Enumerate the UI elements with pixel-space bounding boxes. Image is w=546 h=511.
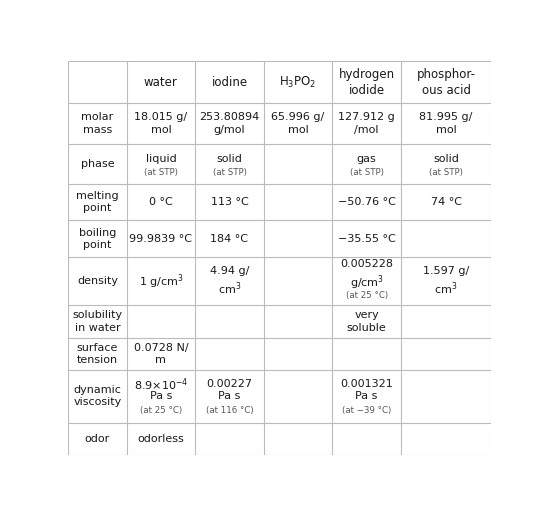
Text: gas: gas	[357, 154, 376, 165]
Text: solubility
in water: solubility in water	[73, 310, 122, 333]
Text: 127.912 g
/mol: 127.912 g /mol	[338, 112, 395, 135]
Text: density: density	[77, 276, 118, 286]
Text: (at STP): (at STP)	[349, 168, 383, 177]
Text: iodine: iodine	[211, 76, 247, 88]
Text: 0.00227
Pa s: 0.00227 Pa s	[206, 379, 252, 401]
Text: 253.80894
g/mol: 253.80894 g/mol	[199, 112, 259, 135]
Text: very
soluble: very soluble	[347, 310, 387, 333]
Text: liquid: liquid	[146, 154, 176, 165]
Text: 0.005228
g/cm$^3$: 0.005228 g/cm$^3$	[340, 259, 393, 292]
Text: odor: odor	[85, 434, 110, 444]
Text: 81.995 g/
mol: 81.995 g/ mol	[419, 112, 473, 135]
Text: solid: solid	[433, 154, 459, 165]
Text: 74 °C: 74 °C	[431, 197, 461, 207]
Text: 113 °C: 113 °C	[211, 197, 248, 207]
Text: 4.94 g/
cm$^3$: 4.94 g/ cm$^3$	[210, 266, 249, 296]
Text: 8.9$\times$10$^{-4}$: 8.9$\times$10$^{-4}$	[134, 376, 188, 393]
Text: phase: phase	[81, 159, 114, 169]
Text: 1 g/cm$^3$: 1 g/cm$^3$	[139, 272, 183, 291]
Text: 18.015 g/
mol: 18.015 g/ mol	[134, 112, 187, 135]
Text: (at 116 °C): (at 116 °C)	[206, 406, 253, 415]
Text: Pa s: Pa s	[150, 391, 172, 401]
Text: −50.76 °C: −50.76 °C	[337, 197, 395, 207]
Text: hydrogen
iodide: hydrogen iodide	[339, 67, 395, 97]
Text: odorless: odorless	[138, 434, 185, 444]
Text: phosphor-
ous acid: phosphor- ous acid	[417, 67, 476, 97]
Text: (at STP): (at STP)	[429, 168, 463, 177]
Text: (at 25 °C): (at 25 °C)	[346, 291, 388, 300]
Text: boiling
point: boiling point	[79, 227, 116, 250]
Text: (at 25 °C): (at 25 °C)	[140, 406, 182, 415]
Text: 0.0728 N/
m: 0.0728 N/ m	[134, 342, 188, 365]
Text: water: water	[144, 76, 178, 88]
Text: solid: solid	[217, 154, 242, 165]
Text: 184 °C: 184 °C	[210, 234, 248, 244]
Text: (at STP): (at STP)	[212, 168, 246, 177]
Text: 99.9839 °C: 99.9839 °C	[129, 234, 192, 244]
Text: surface
tension: surface tension	[77, 342, 118, 365]
Text: 1.597 g/
cm$^3$: 1.597 g/ cm$^3$	[423, 266, 469, 296]
Text: 65.996 g/
mol: 65.996 g/ mol	[271, 112, 325, 135]
Text: 0 °C: 0 °C	[149, 197, 173, 207]
Text: 0.001321
Pa s: 0.001321 Pa s	[340, 379, 393, 401]
Text: −35.55 °C: −35.55 °C	[337, 234, 395, 244]
Text: dynamic
viscosity: dynamic viscosity	[73, 385, 122, 407]
Text: (at STP): (at STP)	[144, 168, 178, 177]
Text: (at −39 °C): (at −39 °C)	[342, 406, 391, 415]
Text: melting
point: melting point	[76, 191, 119, 214]
Text: H$_3$PO$_2$: H$_3$PO$_2$	[280, 75, 317, 89]
Text: molar
mass: molar mass	[81, 112, 114, 135]
